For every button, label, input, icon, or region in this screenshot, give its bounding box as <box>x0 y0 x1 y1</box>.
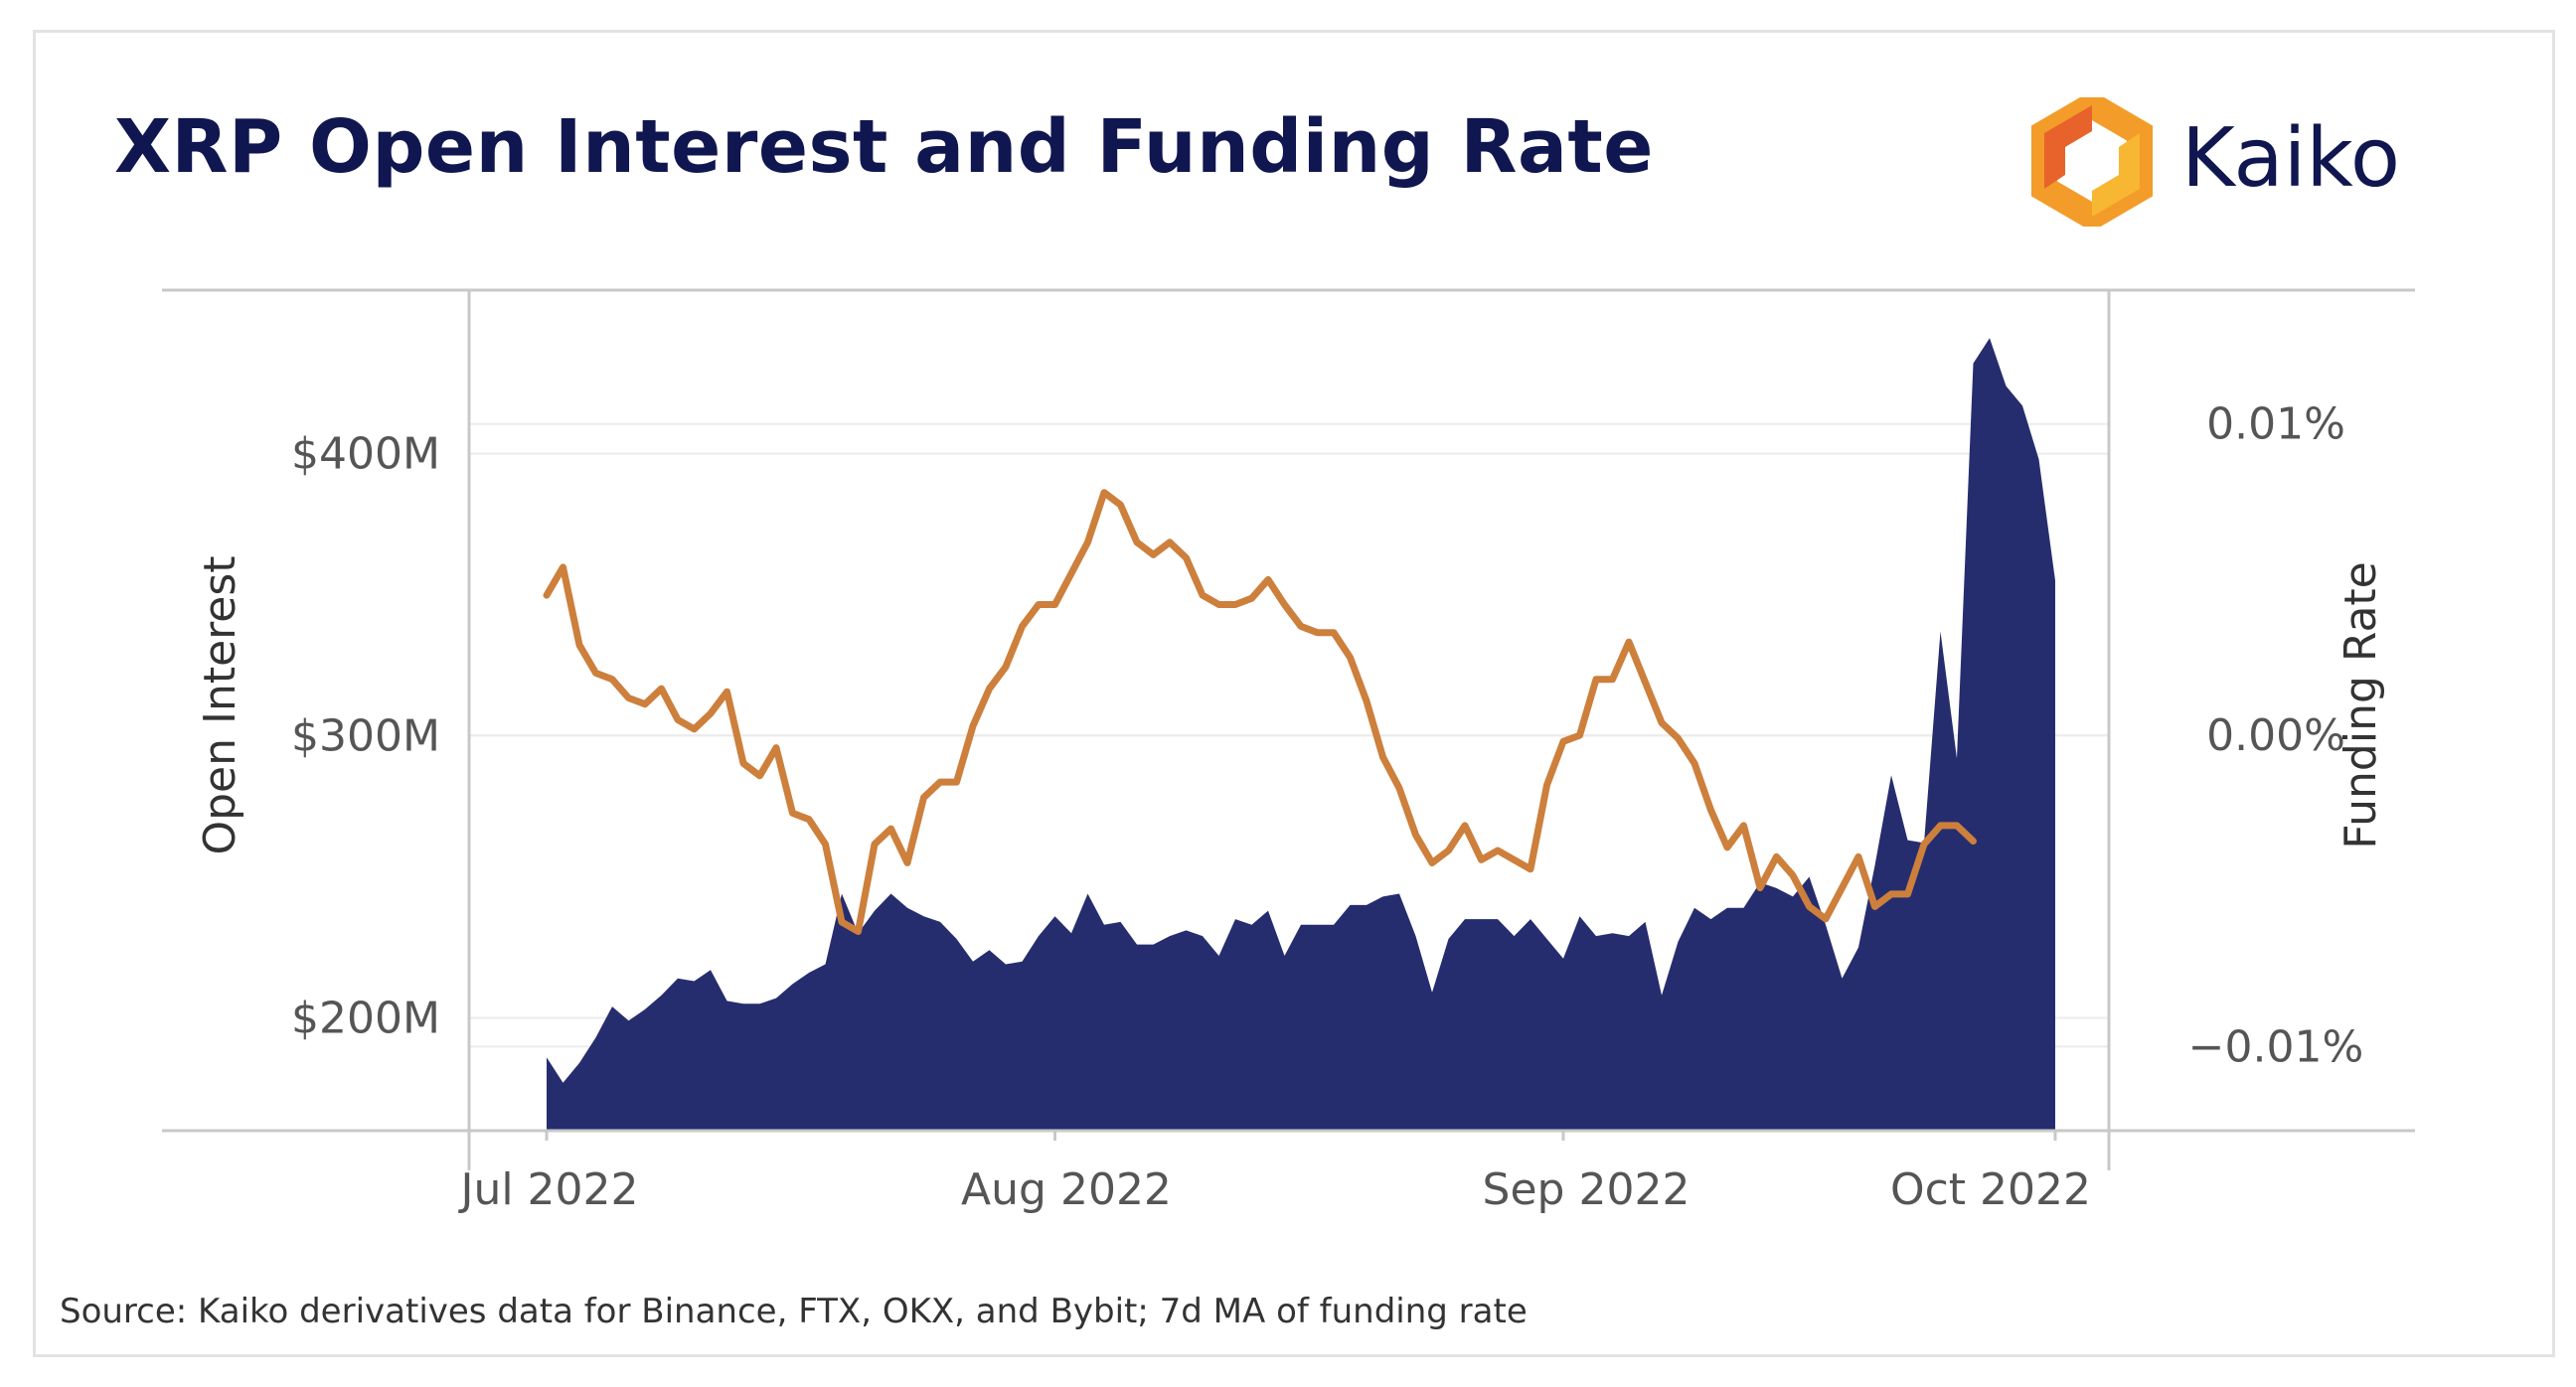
kaiko-hexagon-logo-icon <box>2031 97 2153 227</box>
kaiko-logo: Kaiko <box>2027 97 2485 227</box>
x-tick-label: Aug 2022 <box>961 1164 1172 1215</box>
right-tick-label: −0.01% <box>2188 1021 2364 1072</box>
series-open-interest-area <box>547 338 2055 1131</box>
x-tick-label: Jul 2022 <box>457 1164 638 1215</box>
x-tick-label: Sep 2022 <box>1483 1164 1690 1215</box>
right-axis-ticks: 0.01% 0.00% −0.01% <box>2188 399 2364 1073</box>
right-axis-title: Funding Rate <box>2335 561 2386 849</box>
left-tick-label: $200M <box>291 993 440 1043</box>
logo-text: Kaiko <box>2181 111 2401 206</box>
right-tick-label: 0.01% <box>2206 399 2345 450</box>
chart-frame <box>33 30 2555 1357</box>
left-tick-label: $400M <box>291 429 440 480</box>
series-funding-rate-line <box>543 489 1977 935</box>
x-axis-ticks: Jul 2022 Aug 2022 Sep 2022 Oct 2022 <box>457 1131 2091 1215</box>
right-tick-label: 0.00% <box>2206 710 2345 761</box>
left-axis-title: Open Interest <box>195 555 245 854</box>
left-axis-ticks: $200M $300M $400M <box>291 429 440 1044</box>
plot-borders <box>162 288 2415 1170</box>
source-note: Source: Kaiko derivatives data for Binan… <box>60 1292 1528 1331</box>
left-tick-label: $300M <box>291 711 440 762</box>
x-tick-label: Oct 2022 <box>1890 1164 2091 1215</box>
chart-title: XRP Open Interest and Funding Rate <box>114 104 1654 190</box>
